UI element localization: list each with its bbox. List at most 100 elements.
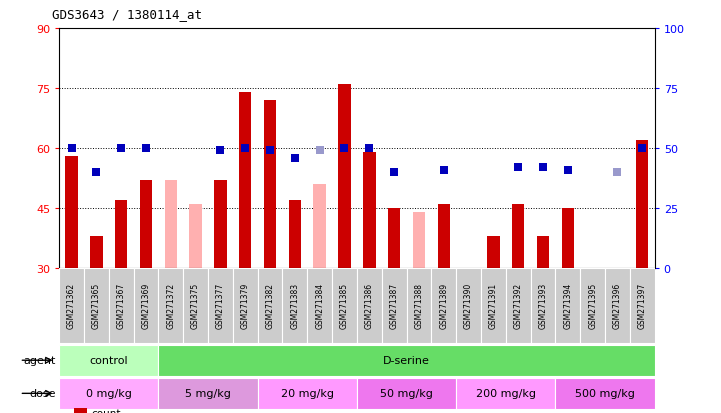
Bar: [636, 141, 648, 268]
Bar: [159, 345, 655, 376]
Point: [339, 145, 350, 152]
Text: GSM271365: GSM271365: [92, 282, 101, 329]
Bar: [456, 378, 555, 409]
Bar: [357, 268, 381, 343]
Text: GSM271389: GSM271389: [439, 282, 448, 329]
Text: GSM271372: GSM271372: [167, 282, 175, 329]
Bar: [233, 268, 257, 343]
Bar: [456, 268, 481, 343]
Bar: [555, 378, 655, 409]
Bar: [605, 268, 630, 343]
Bar: [59, 345, 159, 376]
Point: [637, 145, 648, 152]
Text: GSM271397: GSM271397: [638, 282, 647, 329]
Point: [115, 145, 127, 152]
Text: GSM271367: GSM271367: [117, 282, 125, 329]
Text: agent: agent: [23, 355, 56, 366]
Bar: [357, 378, 456, 409]
Bar: [115, 201, 128, 268]
Text: GSM271382: GSM271382: [265, 282, 275, 329]
Bar: [580, 268, 605, 343]
Point: [66, 145, 77, 152]
Bar: [59, 268, 84, 343]
Bar: [630, 268, 655, 343]
Text: 5 mg/kg: 5 mg/kg: [185, 388, 231, 399]
Bar: [555, 268, 580, 343]
Text: GSM271396: GSM271396: [613, 282, 622, 329]
Bar: [257, 378, 357, 409]
Text: GSM271394: GSM271394: [563, 282, 572, 329]
Text: GSM271383: GSM271383: [291, 282, 299, 329]
Text: GSM271392: GSM271392: [513, 282, 523, 329]
Bar: [506, 268, 531, 343]
Bar: [388, 209, 400, 268]
Text: GSM271369: GSM271369: [141, 282, 151, 329]
Point: [513, 164, 524, 171]
Point: [363, 145, 375, 152]
Bar: [164, 180, 177, 268]
Bar: [140, 180, 152, 268]
Text: control: control: [89, 355, 128, 366]
Bar: [90, 237, 102, 268]
Point: [314, 148, 325, 154]
Point: [215, 148, 226, 154]
Text: GSM271387: GSM271387: [389, 282, 399, 329]
Point: [438, 167, 449, 173]
Bar: [283, 268, 307, 343]
Bar: [59, 378, 159, 409]
Text: 500 mg/kg: 500 mg/kg: [575, 388, 635, 399]
Text: 20 mg/kg: 20 mg/kg: [280, 388, 334, 399]
Bar: [66, 157, 78, 268]
Bar: [363, 153, 376, 268]
Text: GSM271385: GSM271385: [340, 282, 349, 329]
Text: 50 mg/kg: 50 mg/kg: [380, 388, 433, 399]
Bar: [208, 268, 233, 343]
Bar: [537, 237, 549, 268]
Bar: [307, 268, 332, 343]
Point: [611, 169, 623, 176]
Text: 0 mg/kg: 0 mg/kg: [86, 388, 132, 399]
Text: GSM271391: GSM271391: [489, 282, 498, 329]
Point: [91, 169, 102, 176]
Bar: [412, 213, 425, 268]
Point: [389, 169, 400, 176]
Bar: [381, 268, 407, 343]
Bar: [84, 268, 109, 343]
Bar: [487, 237, 500, 268]
Bar: [109, 268, 133, 343]
Point: [239, 145, 251, 152]
Bar: [239, 93, 252, 268]
Text: GSM271375: GSM271375: [191, 282, 200, 329]
Bar: [133, 268, 159, 343]
Point: [289, 155, 301, 161]
Bar: [257, 268, 283, 343]
Text: GSM271395: GSM271395: [588, 282, 597, 329]
Text: GSM271393: GSM271393: [539, 282, 547, 329]
Text: dose: dose: [29, 388, 56, 399]
Bar: [314, 185, 326, 268]
Bar: [531, 268, 555, 343]
Text: GSM271377: GSM271377: [216, 282, 225, 329]
Text: 200 mg/kg: 200 mg/kg: [476, 388, 536, 399]
Bar: [159, 378, 257, 409]
Text: GSM271388: GSM271388: [415, 282, 423, 329]
Bar: [562, 209, 574, 268]
Bar: [288, 201, 301, 268]
Bar: [431, 268, 456, 343]
Bar: [214, 180, 226, 268]
Bar: [332, 268, 357, 343]
Bar: [338, 85, 350, 268]
Bar: [438, 204, 450, 268]
Point: [265, 148, 276, 154]
Bar: [407, 268, 431, 343]
Text: GSM271379: GSM271379: [241, 282, 249, 329]
Bar: [481, 268, 506, 343]
Point: [611, 169, 623, 176]
Point: [562, 167, 574, 173]
Text: GSM271384: GSM271384: [315, 282, 324, 329]
Text: GSM271362: GSM271362: [67, 282, 76, 329]
Point: [537, 164, 549, 171]
Text: count: count: [92, 408, 121, 413]
Text: GSM271390: GSM271390: [464, 282, 473, 329]
Text: D-serine: D-serine: [383, 355, 430, 366]
